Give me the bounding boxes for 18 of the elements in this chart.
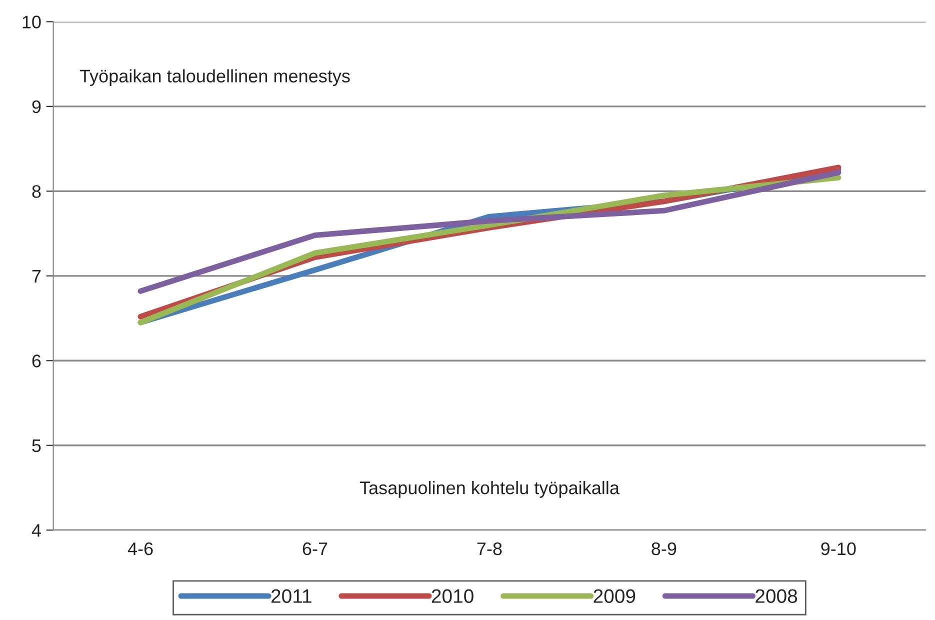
x-tick-label: 8-9	[652, 542, 676, 556]
y-tick-label: 7	[32, 270, 41, 282]
legend-label: 2008	[756, 589, 798, 603]
annotation: Tasapuolinen kohtelu työpaikalla	[360, 481, 620, 498]
y-tick-label: 9	[32, 100, 41, 114]
y-tick-label: 6	[32, 354, 41, 368]
y-tick-label: 4	[32, 524, 41, 537]
annotation: Työpaikan taloudellinen menestys	[80, 69, 350, 86]
y-tick-label: 10	[22, 16, 41, 28]
y-tick-label: 8	[32, 185, 41, 198]
x-tick-label: 7-8	[477, 542, 502, 556]
legend-label: 2010	[432, 589, 474, 603]
legend-label: 2009	[594, 589, 636, 603]
y-tick-label: 5	[32, 439, 41, 452]
x-tick-label: 4-6	[128, 542, 153, 556]
x-tick-label: 6-7	[302, 542, 328, 556]
legend-label: 2011	[271, 589, 312, 603]
x-tick-label: 9-10	[821, 542, 856, 556]
